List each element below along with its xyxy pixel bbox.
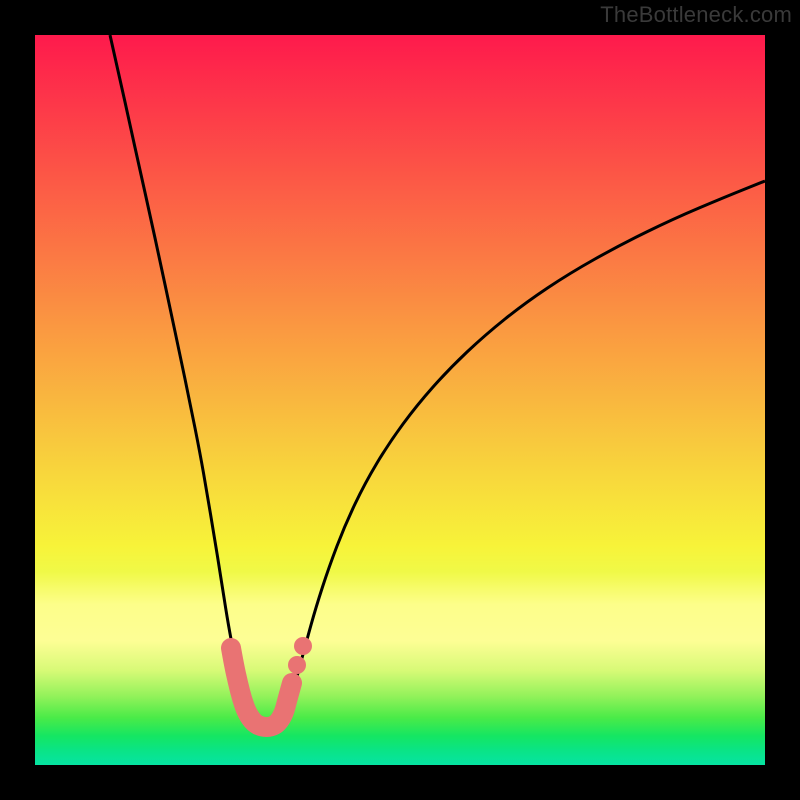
gradient-background: [35, 35, 765, 765]
ideal-zone-dot: [288, 656, 306, 674]
ideal-zone-dot: [294, 637, 312, 655]
watermark-text: TheBottleneck.com: [600, 2, 792, 28]
chart-stage: TheBottleneck.com: [0, 0, 800, 800]
bottleneck-chart-svg: [0, 0, 800, 800]
